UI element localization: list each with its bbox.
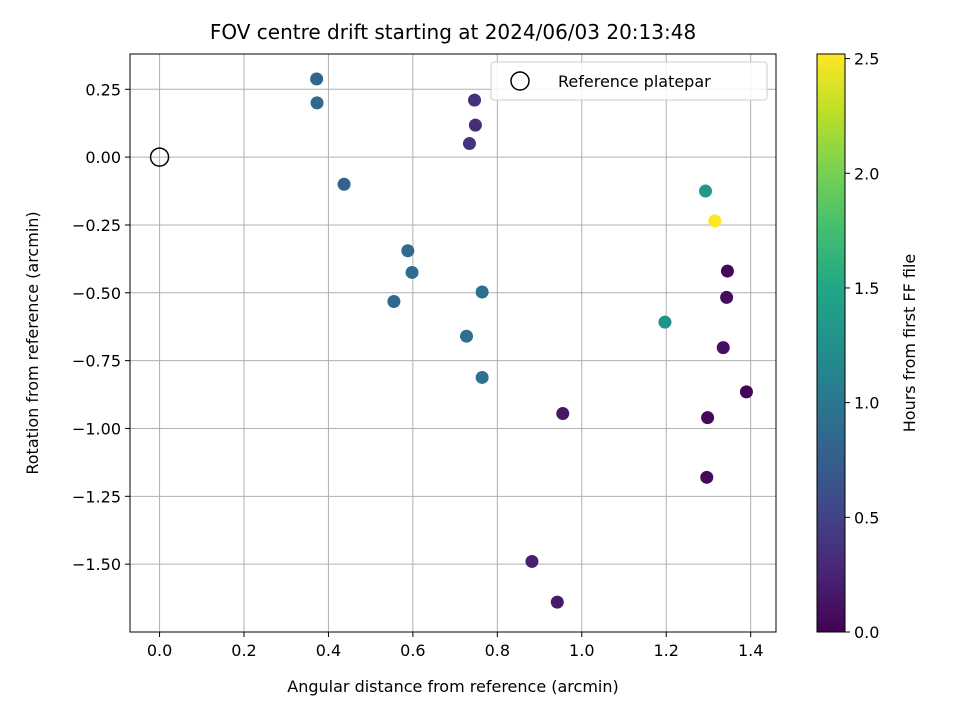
data-point <box>700 470 714 484</box>
x-tick-label: 0.2 <box>231 641 256 660</box>
y-tick-label: −0.50 <box>72 284 121 303</box>
y-tick-label: −0.75 <box>72 352 121 371</box>
legend-label: Reference platepar <box>558 72 711 91</box>
y-axis-ticks: 0.25 0.00 −0.25 −0.50 −0.75 −1.00 −1.25 −1.50 <box>72 80 130 574</box>
legend: Reference platepar <box>490 61 768 101</box>
legend-box <box>490 61 768 101</box>
colorbar-label: Hours from first FF file <box>900 254 919 433</box>
data-point <box>475 285 489 299</box>
x-axis-label: Angular distance from reference (arcmin) <box>287 677 618 696</box>
data-point <box>739 385 753 399</box>
legend-reference-marker <box>510 71 530 91</box>
y-tick-label: −1.00 <box>72 419 121 438</box>
y-axis-label: Rotation from reference (arcmin) <box>23 211 42 474</box>
reference-marker <box>149 147 170 167</box>
x-tick-label: 0.0 <box>147 641 172 660</box>
x-tick-label: 1.2 <box>653 641 678 660</box>
data-point <box>720 290 734 304</box>
data-point <box>716 341 730 355</box>
x-tick-label: 0.4 <box>316 641 341 660</box>
x-tick-label: 1.4 <box>738 641 763 660</box>
colorbar-tick-label: 0.0 <box>854 623 879 642</box>
colorbar-tick-label: 1.5 <box>854 279 879 298</box>
data-point <box>468 93 482 107</box>
grid <box>130 54 776 632</box>
data-point <box>525 554 539 568</box>
colorbar-tick-label: 1.0 <box>854 394 879 413</box>
x-tick-label: 0.6 <box>400 641 425 660</box>
colorbar-tick-label: 2.5 <box>854 50 879 69</box>
data-point <box>405 265 419 279</box>
data-point <box>658 315 672 329</box>
data-point <box>701 411 715 425</box>
colorbar-tick-label: 2.0 <box>854 164 879 183</box>
colorbar-tick-label: 0.5 <box>854 508 879 527</box>
data-point <box>460 329 474 343</box>
x-tick-label: 1.0 <box>569 641 594 660</box>
data-points <box>310 72 753 609</box>
y-tick-label: −1.50 <box>72 555 121 574</box>
plot-frame <box>129 53 777 633</box>
data-point <box>698 184 712 198</box>
data-point <box>720 264 734 278</box>
y-tick-label: −0.25 <box>72 216 121 235</box>
data-point <box>401 244 415 258</box>
colorbar <box>816 53 846 633</box>
y-tick-label: 0.00 <box>85 148 121 167</box>
data-point <box>337 177 351 191</box>
data-point <box>475 370 489 384</box>
colorbar-ticks: 0.0 0.5 1.0 1.5 2.0 2.5 <box>845 50 879 642</box>
x-axis-ticks: 0.0 0.2 0.4 0.6 0.8 1.0 1.2 1.4 <box>147 632 763 660</box>
y-tick-label: −1.25 <box>72 487 121 506</box>
data-point <box>708 214 722 228</box>
data-point <box>310 72 324 86</box>
x-tick-label: 0.8 <box>485 641 510 660</box>
data-point <box>462 137 476 151</box>
data-point <box>310 96 324 110</box>
data-point <box>468 118 482 132</box>
chart-title: FOV centre drift starting at 2024/06/03 … <box>210 20 696 44</box>
data-point <box>550 595 564 609</box>
data-point <box>387 294 401 308</box>
data-point <box>556 407 570 421</box>
y-tick-label: 0.25 <box>85 80 121 99</box>
